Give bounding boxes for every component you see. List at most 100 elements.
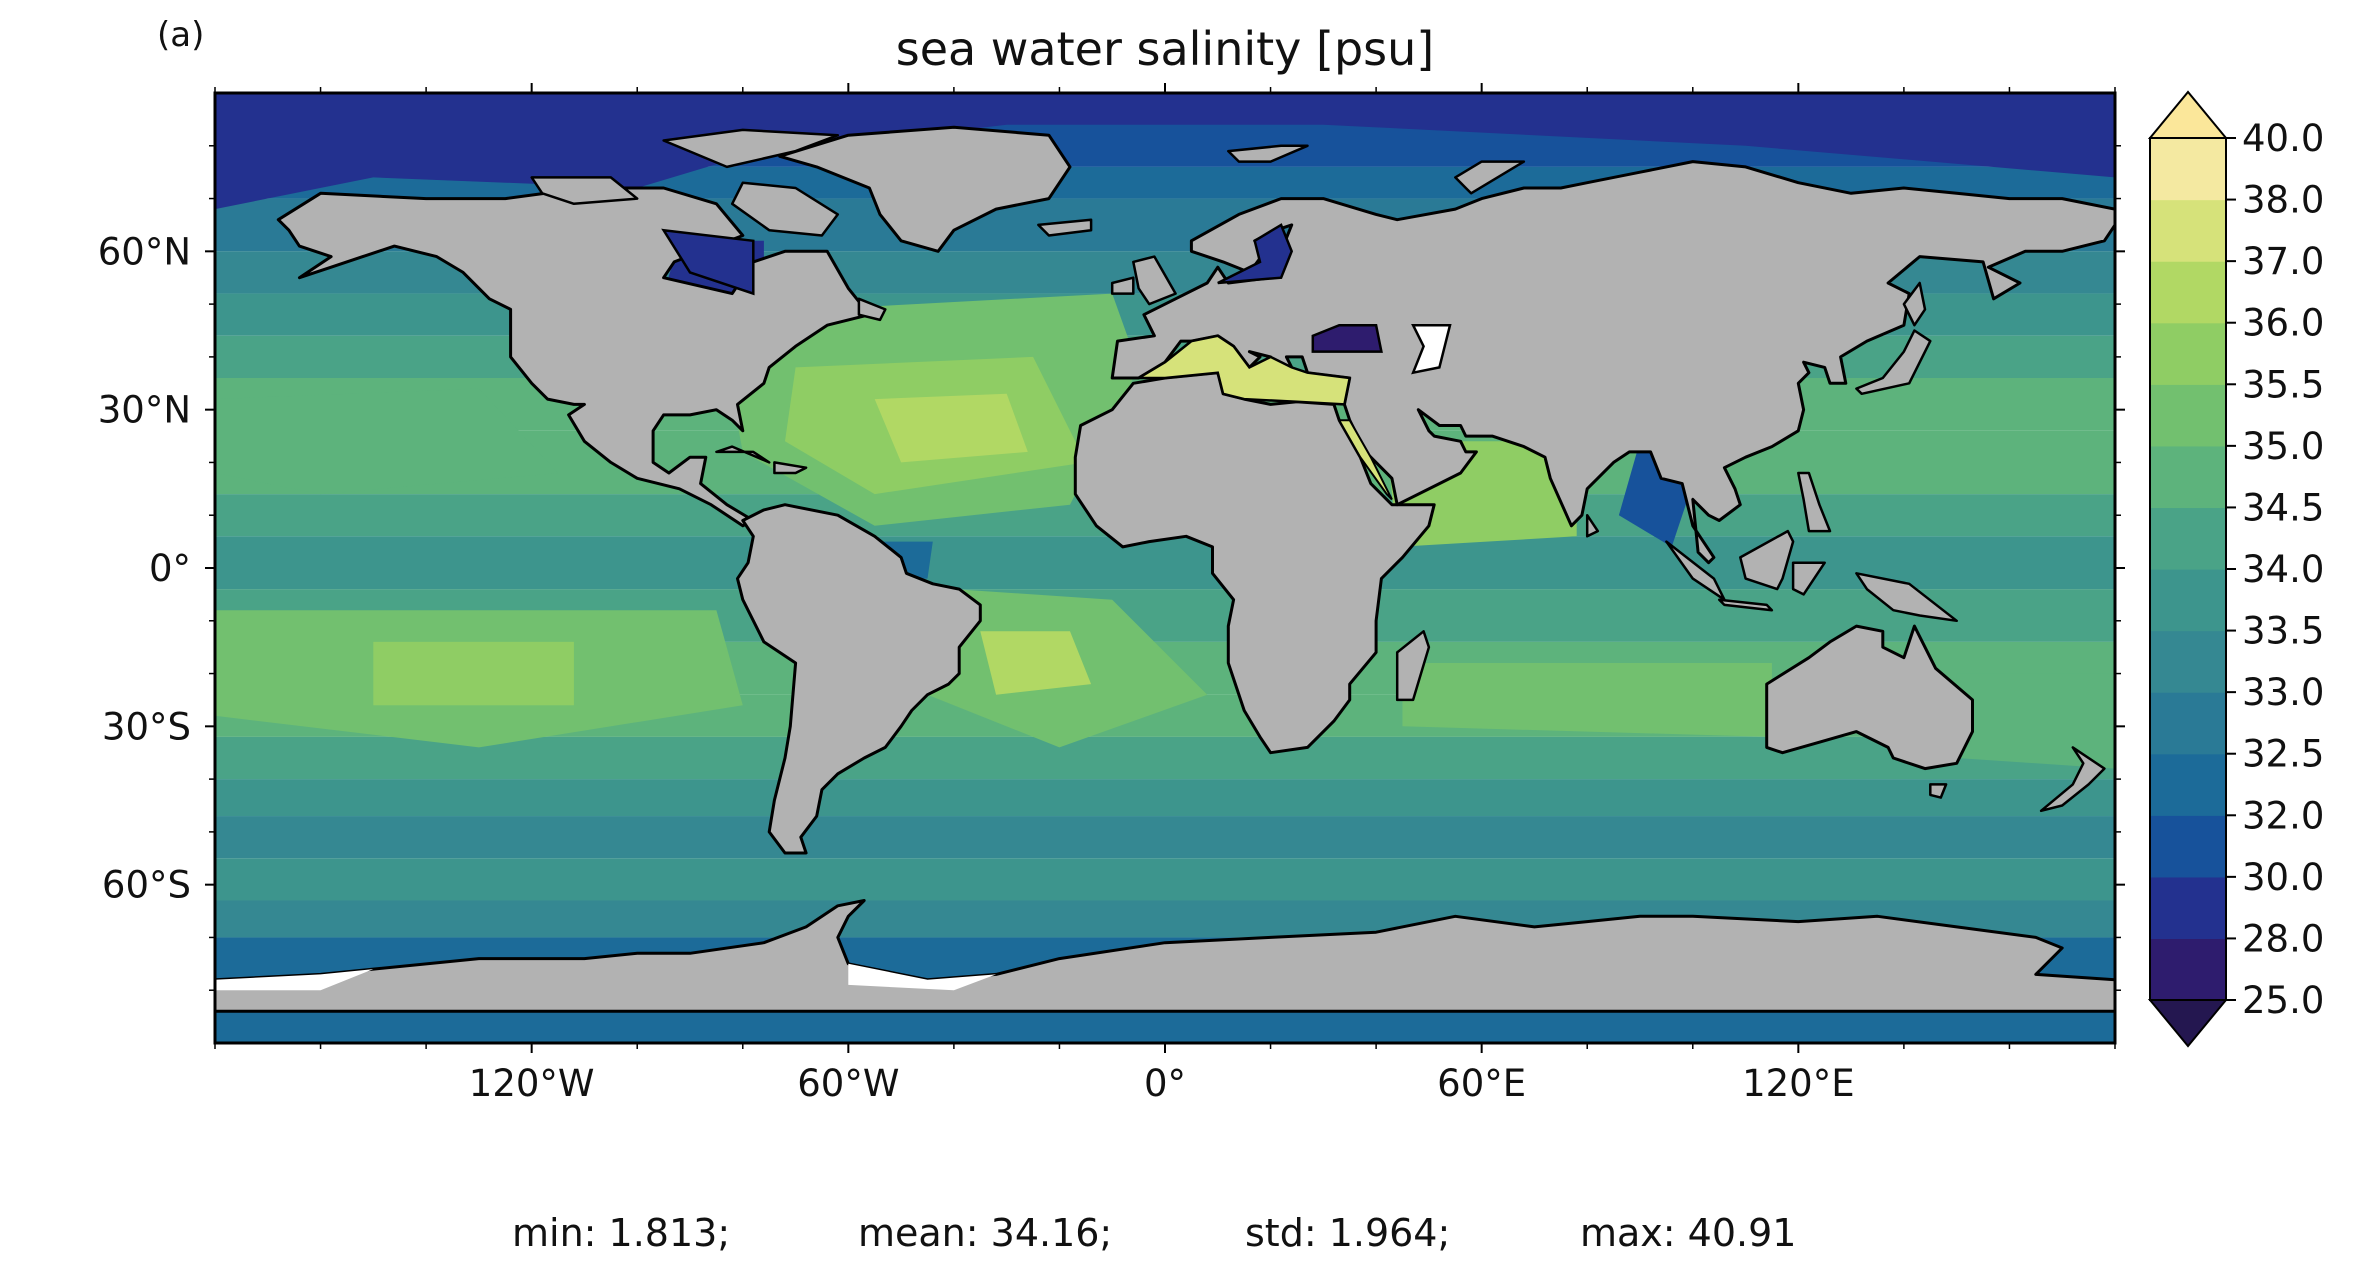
lon-tick-label: 60°E — [1437, 1062, 1526, 1105]
land-island — [1585, 513, 1600, 538]
ronne-ice-shelf — [848, 963, 997, 991]
colorbar: 25.0 28.0 30.0 32.0 32.5 33.0 33.5 34.0 34.5 35.0… — [2147, 90, 2324, 1048]
salinity-region — [215, 388, 559, 495]
land-island — [662, 128, 840, 169]
stat-min: min: 1.813; — [512, 1211, 730, 1255]
stat-std: std: 1.964; — [1245, 1211, 1450, 1255]
colorbar-segment — [2150, 876, 2226, 940]
colorbar-segment — [2150, 199, 2226, 262]
colorbar-segment — [2150, 938, 2226, 1001]
colorbar-segment — [2150, 138, 2226, 201]
lon-tick-label: 60°W — [797, 1062, 899, 1105]
salinity-region — [874, 393, 1028, 463]
lon-tick-label: 120°W — [469, 1062, 595, 1105]
colorbar-tick-label: 32.5 — [2242, 733, 2324, 776]
colorbar-tick-label: 34.0 — [2242, 548, 2324, 591]
colorbar-tick-label: 28.0 — [2242, 917, 2324, 960]
land-island — [2039, 746, 2106, 813]
colorbar-segment — [2150, 445, 2226, 509]
land-island — [715, 445, 771, 464]
colorbar-segment — [2150, 569, 2226, 632]
land-eurasia — [1110, 160, 2115, 565]
land-antarctica — [215, 899, 2115, 1013]
lon-tick-label: 0° — [1144, 1062, 1186, 1105]
red-sea — [1337, 419, 1393, 501]
colorbar-tick-label: 35.0 — [2242, 425, 2324, 468]
land-island — [1855, 329, 1932, 396]
land-island — [1132, 255, 1177, 306]
salinity-band — [215, 536, 2115, 590]
colorbar-tick-label: 25.0 — [2242, 979, 2324, 1022]
colorbar-segment — [2150, 322, 2226, 385]
colorbar-segment — [2150, 507, 2226, 570]
land-island — [857, 297, 887, 322]
map-title: sea water salinity [psu] — [896, 22, 1435, 76]
colorbar-segment — [2150, 692, 2226, 755]
salinity-region — [1402, 663, 1772, 737]
colorbar-tick-label: 38.0 — [2242, 179, 2324, 222]
land-south-america — [736, 503, 982, 855]
land-island — [530, 176, 639, 206]
salinity-region — [1956, 673, 2115, 769]
lat-tick-label: 30°N — [98, 389, 191, 432]
colorbar-tick-label: 30.0 — [2242, 856, 2324, 899]
colorbar-tick-label: 37.0 — [2242, 240, 2324, 283]
land-island — [1791, 561, 1826, 596]
baltic-sea — [1217, 223, 1294, 285]
land-island — [1110, 276, 1135, 295]
land-greenland — [778, 125, 1072, 253]
colorbar-extend-max — [2147, 90, 2229, 139]
stat-max: max: 40.91 — [1580, 1211, 1796, 1255]
salinity-region — [980, 631, 1092, 695]
black-sea — [1311, 323, 1383, 353]
salinity-region — [1618, 441, 1693, 547]
colorbar-segment — [2150, 815, 2226, 878]
salinity-band — [215, 816, 2115, 859]
land-island — [1037, 218, 1093, 237]
colorbar-tick-label: 33.5 — [2242, 610, 2324, 653]
colorbar-tick-label: 33.0 — [2242, 671, 2324, 714]
map-axis-ticks: 60°N 30°N 0° 30°S 60°S 120°W 60°W 0° 60°E 120°E — [98, 83, 2125, 1105]
land-island — [1855, 572, 1958, 623]
land-island — [1739, 529, 1795, 591]
land-island — [1227, 144, 1309, 163]
ross-ice-shelf — [215, 969, 374, 991]
land-island — [1454, 160, 1526, 195]
colorbar-segment — [2150, 753, 2226, 816]
lon-tick-label: 120°E — [1742, 1062, 1855, 1105]
colorbar-tick-label: 35.5 — [2242, 363, 2324, 406]
salinity-band — [215, 779, 2115, 817]
colorbar-extend-min — [2147, 999, 2229, 1048]
land-island — [730, 181, 840, 237]
land-north-america — [276, 186, 871, 528]
colorbar-tick-label: 40.0 — [2242, 117, 2324, 160]
lat-tick-label: 60°N — [98, 230, 191, 273]
land-mask — [215, 125, 2115, 1013]
land-island — [1902, 281, 1927, 327]
salinity-map — [215, 93, 2115, 1043]
salinity-band — [215, 858, 2115, 901]
colorbar-tick-label: 34.5 — [2242, 486, 2324, 529]
salinity-region — [215, 93, 2115, 210]
mediterranean-sea — [1134, 334, 1352, 406]
land-island — [1717, 598, 1774, 612]
caspian-sea — [1411, 323, 1452, 375]
lat-tick-label: 60°S — [102, 864, 191, 907]
land-island — [1797, 471, 1832, 533]
colorbar-tick-label: 36.0 — [2242, 302, 2324, 345]
colorbar-segment — [2150, 384, 2226, 447]
land-island — [1395, 630, 1431, 702]
colorbar-tick-label: 32.0 — [2242, 794, 2324, 837]
colorbar-segment — [2150, 261, 2226, 324]
hudson-bay — [661, 228, 755, 296]
lat-tick-label: 30°S — [102, 705, 191, 748]
land-island — [1929, 783, 1948, 799]
land-australia — [1765, 624, 1974, 771]
stat-mean: mean: 34.16; — [858, 1211, 1112, 1255]
salinity-region — [373, 641, 574, 706]
panel-label: (a) — [157, 15, 204, 55]
colorbar-segment — [2150, 630, 2226, 693]
lat-tick-label: 0° — [149, 547, 191, 590]
